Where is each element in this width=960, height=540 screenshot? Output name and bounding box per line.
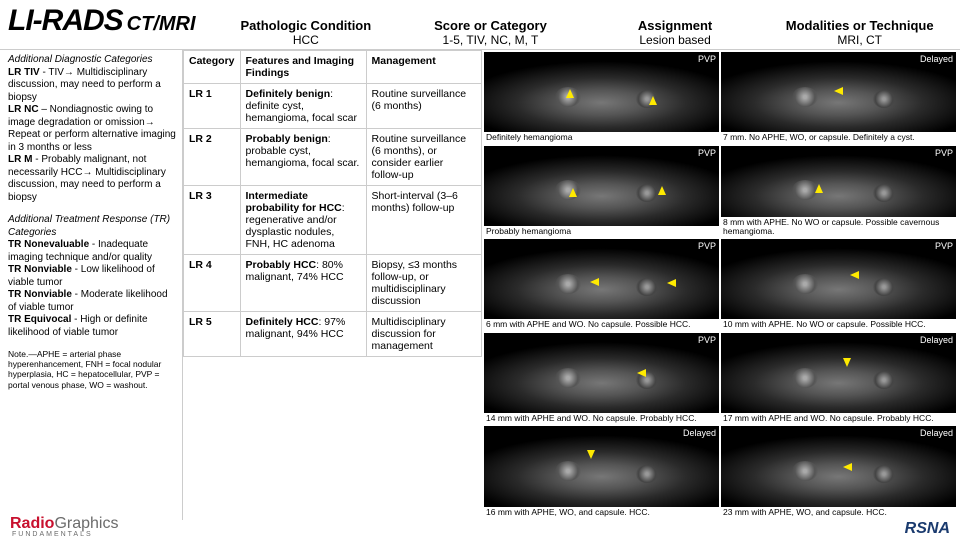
radiographics-logo: RadioGraphics FUNDAMENTALS <box>10 515 118 538</box>
arrow-icon <box>637 369 646 377</box>
scan-cell: Delayed16 mm with APHE, WO, and capsule.… <box>484 426 719 518</box>
scan-cell: PVP 6 mm with APHE and WO. No capsule. Po… <box>484 239 719 331</box>
phase-tag: Delayed <box>920 335 953 345</box>
list-item: TR Equivocal - High or definite likeliho… <box>8 314 176 339</box>
category-table: Category Features and Imaging Findings M… <box>183 50 482 357</box>
scan-cell: PVP 14 mm with APHE and WO. No capsule. P… <box>484 333 719 425</box>
scan-caption: 7 mm. No APHE, WO, or capsule. Definitel… <box>721 132 956 143</box>
list-item: LR TIV - TIV→ Multidisciplinary discussi… <box>8 67 176 105</box>
tr-categories-block: Additional Treatment Response (TR) Categ… <box>8 214 176 339</box>
phase-tag: Delayed <box>920 428 953 438</box>
scan-caption: 8 mm with APHE. No WO or capsule. Possib… <box>721 217 956 238</box>
scan-image <box>721 239 956 331</box>
arrow-icon <box>815 184 823 193</box>
phase-tag: PVP <box>698 148 716 158</box>
arrow-icon <box>566 89 574 98</box>
left-column: Additional Diagnostic Categories LR TIV … <box>0 50 182 520</box>
table-body: LR 1Definitely benign: definite cyst, he… <box>184 84 482 357</box>
scan-cell: PVP Probably hemangioma <box>484 146 719 238</box>
tr-title: Additional Treatment Response (TR) Categ… <box>8 214 176 239</box>
scan-caption: 10 mm with APHE. No WO or capsule. Possi… <box>721 319 956 330</box>
phase-tag: PVP <box>698 335 716 345</box>
phase-tag: PVP <box>935 148 953 158</box>
phase-tag: PVP <box>935 241 953 251</box>
header-col: Pathologic ConditionHCC <box>214 18 399 47</box>
table-row: LR 5Definitely HCC: 97% malignant, 94% H… <box>184 312 482 357</box>
scan-image <box>484 333 719 425</box>
th-features: Features and Imaging Findings <box>240 51 366 84</box>
logo-fundamentals: FUNDAMENTALS <box>12 531 118 538</box>
header-columns: Pathologic ConditionHCCScore or Category… <box>214 18 952 47</box>
table-row: LR 3Intermediate probability for HCC: re… <box>184 186 482 255</box>
arrow-icon <box>587 450 595 459</box>
scan-grid: PVP Definitely hemangioma Delayed 7 mm. No … <box>482 50 960 520</box>
scan-image <box>484 239 719 331</box>
title-main: LI-RADS <box>8 4 123 38</box>
scan-cell: PVP 8 mm with APHE. No WO or capsule. Pos… <box>721 146 956 238</box>
scan-image <box>484 426 719 518</box>
arrow-icon <box>569 188 577 197</box>
scan-caption: 6 mm with APHE and WO. No capsule. Possi… <box>484 319 719 330</box>
th-management: Management <box>366 51 481 84</box>
diag-categories-block: Additional Diagnostic Categories LR TIV … <box>8 54 176 204</box>
scan-caption: 17 mm with APHE and WO. No capsule. Prob… <box>721 413 956 424</box>
logo-graphics: Graphics <box>54 515 118 532</box>
scan-caption: 14 mm with APHE and WO. No capsule. Prob… <box>484 413 719 424</box>
phase-tag: Delayed <box>683 428 716 438</box>
header-col: Modalities or TechniqueMRI, CT <box>767 18 952 47</box>
scan-caption: Probably hemangioma <box>484 226 719 237</box>
arrow-icon <box>850 271 859 279</box>
table-row: LR 4Probably HCC: 80% malignant, 74% HCC… <box>184 255 482 312</box>
arrow-icon <box>843 358 851 367</box>
main-area: Additional Diagnostic Categories LR TIV … <box>0 50 960 520</box>
arrow-icon <box>667 279 676 287</box>
scan-cell: PVP Definitely hemangioma <box>484 52 719 144</box>
table-row: LR 2Probably benign: probable cyst, hema… <box>184 129 482 186</box>
scan-cell: PVP 10 mm with APHE. No WO or capsule. Po… <box>721 239 956 331</box>
scan-image <box>721 426 956 518</box>
scan-image <box>484 146 719 238</box>
scan-image <box>721 333 956 425</box>
scan-caption: Definitely hemangioma <box>484 132 719 143</box>
category-table-wrap: Category Features and Imaging Findings M… <box>182 50 482 520</box>
logo-radio: Radio <box>10 515 54 532</box>
arrow-icon <box>843 463 852 471</box>
phase-tag: PVP <box>698 241 716 251</box>
arrow-icon <box>649 96 657 105</box>
arrow-icon <box>658 186 666 195</box>
header-col: Score or Category1-5, TIV, NC, M, T <box>398 18 583 47</box>
list-item: TR Nonviable - Low likelihood of viable … <box>8 264 176 289</box>
footnote: Note.—APHE = arterial phase hyperenhance… <box>8 349 176 390</box>
footer: RadioGraphics FUNDAMENTALS RSNA <box>0 515 960 538</box>
rsna-logo: RSNA <box>905 520 950 538</box>
th-category: Category <box>184 51 241 84</box>
title-sub: CT/MRI <box>127 13 196 36</box>
phase-tag: PVP <box>698 54 716 64</box>
list-item: TR Nonevaluable - Inadequate imaging tec… <box>8 239 176 264</box>
table-row: LR 1Definitely benign: definite cyst, he… <box>184 84 482 129</box>
scan-cell: Delayed 7 mm. No APHE, WO, or capsule. De… <box>721 52 956 144</box>
list-item: LR NC – Nondiagnostic owing to image deg… <box>8 104 176 154</box>
scan-cell: Delayed 17 mm with APHE and WO. No capsul… <box>721 333 956 425</box>
scan-cell: Delayed23 mm with APHE, WO, and capsule.… <box>721 426 956 518</box>
arrow-icon <box>834 87 843 95</box>
list-item: TR Nonviable - Moderate likelihood of vi… <box>8 289 176 314</box>
diag-title: Additional Diagnostic Categories <box>8 54 176 67</box>
header-col: AssignmentLesion based <box>583 18 768 47</box>
phase-tag: Delayed <box>920 54 953 64</box>
scan-image <box>721 52 956 144</box>
scan-image <box>484 52 719 144</box>
header-row: LI-RADS CT/MRI Pathologic ConditionHCCSc… <box>0 0 960 50</box>
tr-items: TR Nonevaluable - Inadequate imaging tec… <box>8 239 176 339</box>
list-item: LR M - Probably malignant, not necessari… <box>8 154 176 204</box>
diag-items: LR TIV - TIV→ Multidisciplinary discussi… <box>8 67 176 205</box>
arrow-icon <box>590 278 599 286</box>
